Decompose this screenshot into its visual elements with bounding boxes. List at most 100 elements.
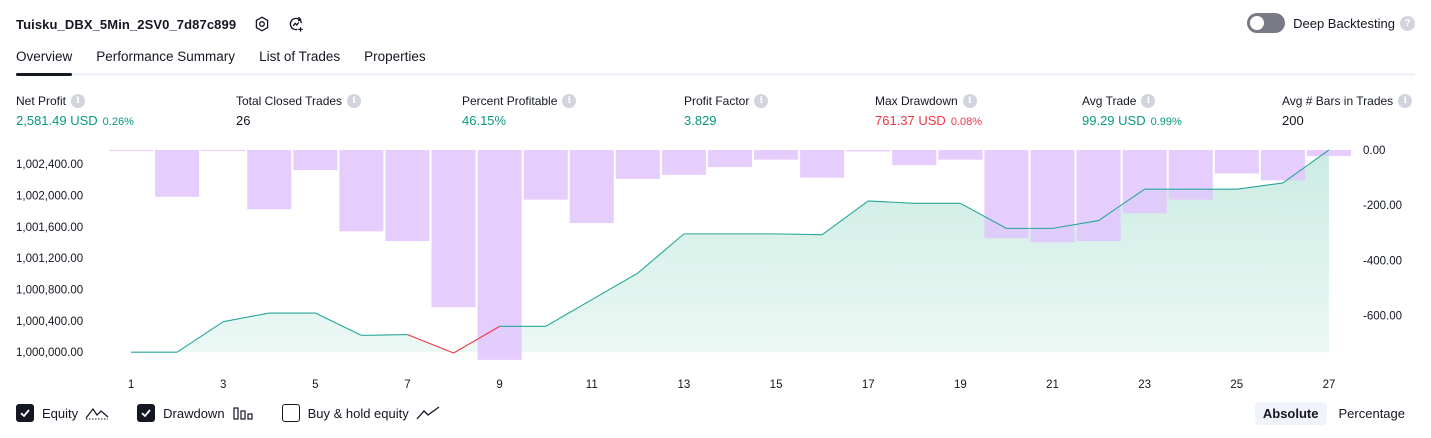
equity-line-segment [591, 272, 639, 301]
buy-hold-checkbox[interactable] [281, 404, 300, 422]
equity-line-segment [176, 321, 224, 353]
strategy-title: Tuisku_DBX_5Min_2SV0_7d87c899 [16, 16, 237, 32]
drawdown-bar [1260, 150, 1305, 181]
strategy-header: Tuisku_DBX_5Min_2SV0_7d87c899 [16, 12, 306, 36]
metric-value: 3.829 [684, 113, 717, 128]
equity-line-icon [85, 405, 109, 421]
drawdown-bar [523, 150, 568, 200]
y-left-tick-label: 1,001,200.00 [16, 253, 83, 265]
absolute-button[interactable]: Absolute [1254, 402, 1327, 425]
x-tick-label: 9 [496, 379, 502, 391]
y-right-tick-label: 0.00 [1363, 145, 1385, 157]
chart-legend: Equity Drawdown Buy & hold equity [16, 404, 468, 422]
metric-value: 99.29 USD [1082, 113, 1146, 128]
x-tick-label: 7 [404, 379, 410, 391]
settings-icon[interactable] [252, 14, 272, 34]
drawdown-bar [892, 150, 937, 166]
equity-line-segment [223, 312, 270, 323]
metric-label: Avg # Bars in Trades [1282, 94, 1394, 108]
legend-buy-hold-equity[interactable]: Buy & hold equity [281, 404, 440, 422]
x-tick-label: 23 [1138, 379, 1151, 391]
legend-label: Drawdown [163, 405, 225, 421]
x-tick-label: 25 [1230, 379, 1243, 391]
y-left-tick-label: 1,002,400.00 [16, 159, 83, 171]
metric-label: Avg Trade [1082, 94, 1137, 108]
legend-equity[interactable]: Equity [16, 404, 109, 422]
equity-line-segment [1282, 149, 1330, 184]
drawdown-bar [477, 150, 522, 360]
info-icon[interactable]: i [1141, 94, 1156, 108]
x-tick-label: 3 [220, 379, 226, 391]
metric-label: Percent Profitable [462, 94, 558, 108]
y-left-tick-label: 1,000,400.00 [16, 316, 83, 328]
x-tick-label: 17 [862, 379, 875, 391]
info-icon[interactable]: i [71, 94, 86, 108]
drawdown-bar [569, 150, 614, 224]
metric-value: 761.37 USD [875, 113, 946, 128]
drawdown-bar [984, 150, 1029, 239]
tab-overview[interactable]: Overview [16, 47, 73, 76]
info-icon[interactable]: i [347, 94, 362, 108]
equity-line-segment [821, 200, 869, 236]
info-icon[interactable]: i [962, 94, 977, 108]
info-icon[interactable]: i [1398, 94, 1413, 108]
equity-line-segment [1098, 188, 1145, 221]
y-right-tick-label: -200.00 [1363, 200, 1402, 212]
legend-label: Equity [42, 405, 79, 421]
drawdown-bar [1030, 150, 1075, 243]
legend-label: Buy & hold equity [307, 405, 409, 421]
x-tick-label: 19 [954, 379, 967, 391]
tab-properties[interactable]: Properties [364, 49, 426, 64]
x-tick-label: 5 [312, 379, 318, 391]
x-tick-label: 1 [128, 379, 134, 391]
metric-avg-trade: Avg Trade i 99.29 USD 0.99% [1082, 94, 1182, 128]
tab-performance-summary[interactable]: Performance Summary [96, 49, 236, 64]
equity-line-segment [1052, 219, 1099, 229]
drawdown-bar [661, 150, 706, 175]
value-mode-switch: Absolute Percentage [1254, 402, 1413, 425]
equity-line-segment [776, 233, 823, 236]
y-left-tick-label: 1,001,600.00 [16, 222, 83, 234]
metric-percent: 0.99% [1150, 116, 1182, 128]
y-left-tick-label: 1,002,000.00 [16, 190, 83, 202]
report-tabs: Overview Performance Summary List of Tra… [16, 47, 1415, 76]
buy-hold-line-icon [416, 405, 440, 421]
drawdown-bar [247, 150, 292, 210]
equity-area [131, 149, 1329, 353]
percentage-button[interactable]: Percentage [1338, 406, 1406, 421]
metric-value: 46.15% [462, 113, 507, 128]
tab-list-of-trades[interactable]: List of Trades [259, 49, 341, 64]
metric-value: 2,581.49 USD [16, 113, 98, 128]
equity-checkbox[interactable] [16, 404, 34, 422]
x-tick-label: 21 [1046, 379, 1059, 391]
equity-line-segment [315, 312, 362, 336]
info-icon[interactable]: i [754, 94, 769, 108]
refresh-chart-icon[interactable] [286, 14, 306, 34]
metric-label: Net Profit [16, 94, 67, 108]
y-right-tick-label: -600.00 [1363, 310, 1402, 322]
drawdown-bars-icon [232, 405, 254, 421]
drawdown-bar [1306, 150, 1351, 157]
deep-backtesting-toggle[interactable] [1247, 13, 1286, 33]
drawdown-bar [1076, 150, 1121, 242]
deep-backtesting-control: Deep Backtesting ? [1247, 13, 1415, 33]
deep-backtesting-label: Deep Backtesting [1293, 15, 1395, 31]
equity-drawdown-chart[interactable]: 1,002,400.00 1,002,000.00 1,001,600.00 1,00… [0, 140, 1431, 395]
equity-line-segment [361, 334, 408, 336]
info-icon[interactable]: i [562, 94, 577, 108]
drawdown-checkbox[interactable] [137, 404, 156, 422]
drawdown-bar [1168, 150, 1213, 200]
metric-value: 200 [1282, 113, 1304, 128]
y-right-tick-label: -400.00 [1363, 255, 1402, 267]
drawdown-bar [109, 150, 154, 151]
drawdown-bar [938, 150, 983, 160]
equity-line-segment [453, 325, 500, 354]
metric-percent: 0.26% [102, 116, 134, 128]
metric-max-drawdown: Max Drawdown i 761.37 USD 0.08% [875, 94, 982, 128]
x-tick-label: 13 [678, 379, 691, 391]
help-icon[interactable]: ? [1400, 15, 1415, 31]
legend-drawdown[interactable]: Drawdown [137, 404, 253, 422]
metric-percent-profitable: Percent Profitable i 46.15% [462, 94, 577, 128]
equity-line-segment [868, 200, 915, 204]
toggle-knob [1250, 16, 1265, 30]
